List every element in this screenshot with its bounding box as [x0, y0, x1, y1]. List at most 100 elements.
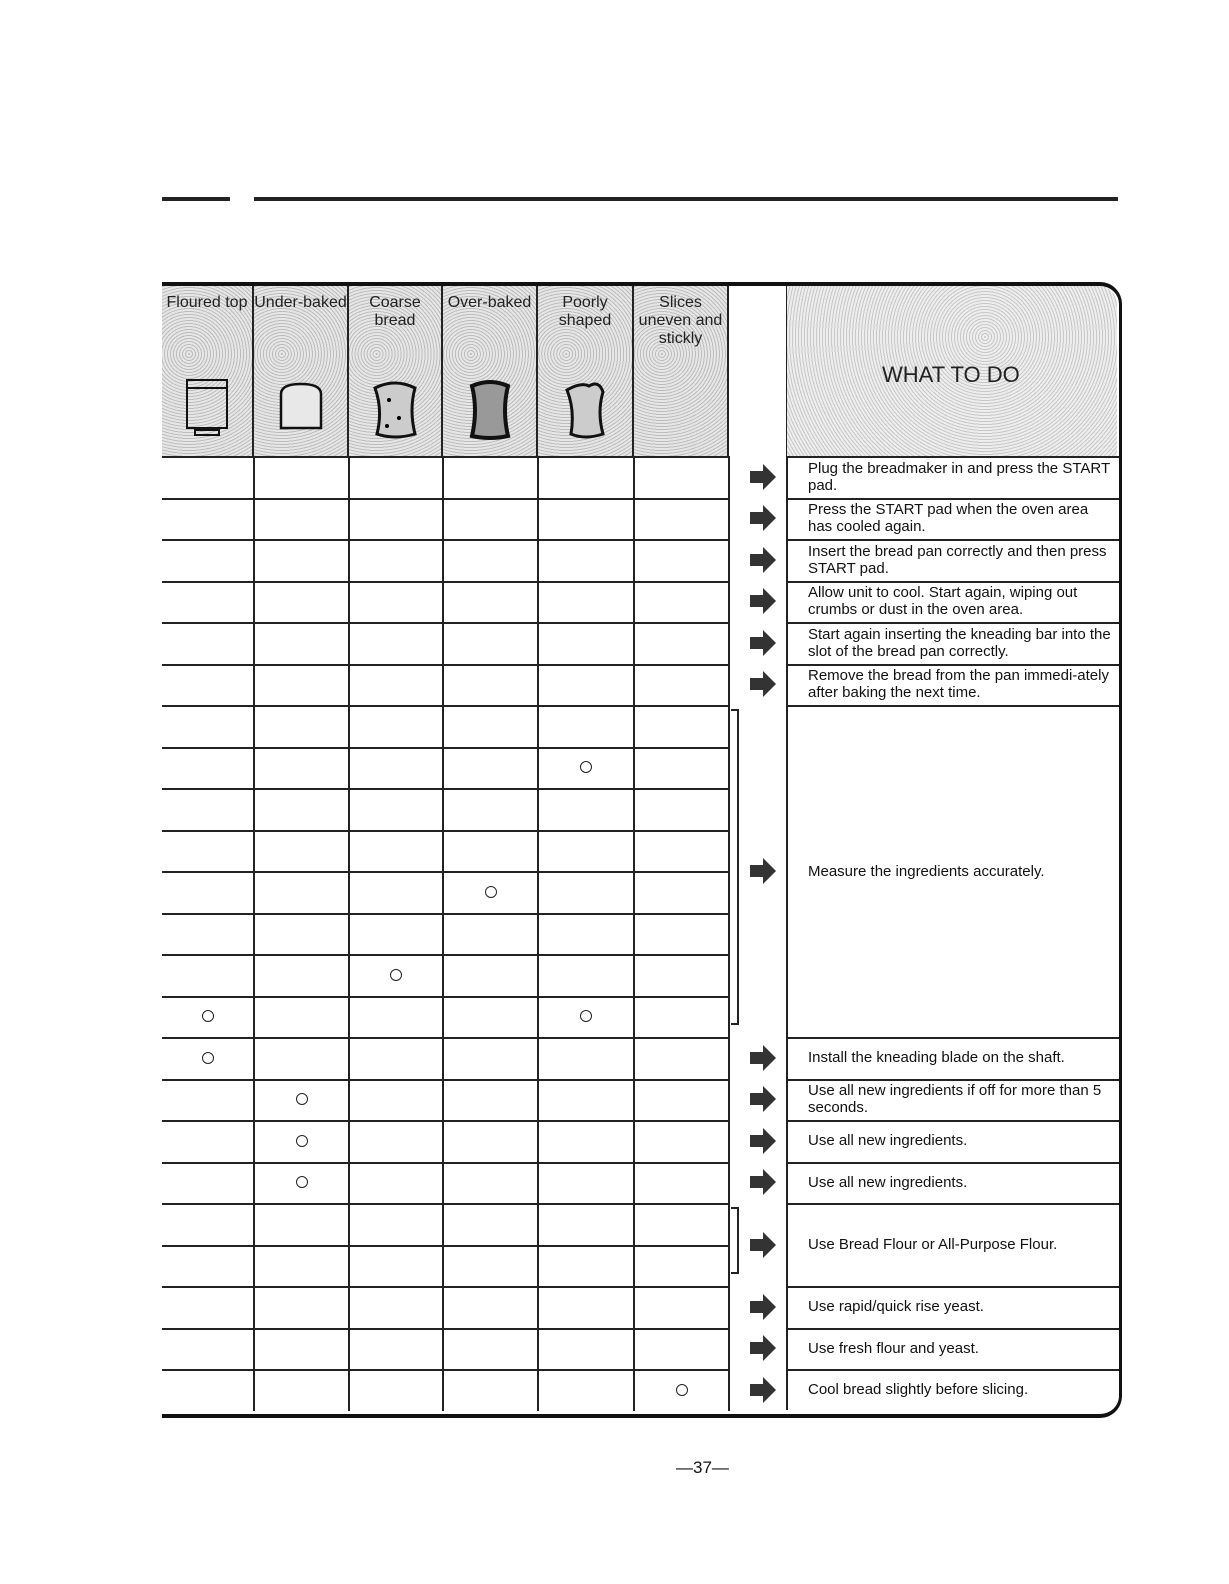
check-mark-circle: [295, 1176, 308, 1189]
row-divider: [162, 1161, 729, 1164]
row-divider: [162, 1203, 729, 1205]
action-divider: [787, 497, 1119, 500]
arrow-icon: [750, 1127, 776, 1154]
arrow-icon: [750, 463, 776, 490]
row-divider: [162, 746, 729, 749]
column-divider: [253, 456, 255, 1411]
action-divider: [787, 1078, 1119, 1081]
action-text: Remove the bread from the pan immedi-ate…: [808, 667, 1109, 702]
column-divider: [633, 456, 635, 1411]
arrow-icon: [750, 629, 776, 656]
action-text: Press the START pad when the oven area h…: [808, 501, 1089, 536]
row-divider: [162, 1327, 729, 1330]
arrow-icon: [750, 671, 776, 698]
column-divider: [537, 456, 539, 1411]
row-divider: [162, 539, 729, 541]
column-header: Coarse bread: [349, 286, 443, 456]
action-divider: [787, 539, 1119, 541]
arrow-icon: [750, 1044, 776, 1071]
action-text: Start again inserting the kneading bar i…: [808, 625, 1111, 660]
action-divider: [787, 1327, 1119, 1330]
action-text: Use all new ingredients if off for more …: [808, 1082, 1102, 1117]
column-header: Poorly shaped: [538, 286, 634, 456]
row-divider: [162, 1078, 729, 1081]
row-divider: [162, 1037, 729, 1039]
arrow-icon: [750, 858, 776, 884]
check-mark-circle: [580, 1010, 592, 1023]
top-rule-right: [254, 197, 1118, 201]
column-header: Floured top: [162, 286, 254, 456]
column-label: Under-baked: [254, 294, 347, 311]
column-divider: [348, 456, 350, 1411]
row-divider: [162, 995, 729, 998]
action-divider: [787, 1203, 1119, 1205]
row-divider: [162, 580, 729, 583]
check-mark-circle: [295, 1093, 308, 1106]
action-text: Use rapid/quick rise yeast.: [808, 1298, 984, 1316]
column-header: Over-baked: [443, 286, 538, 456]
row-divider: [787, 456, 1119, 458]
action-divider: [787, 580, 1119, 583]
row-divider: [162, 456, 729, 458]
column-divider: [786, 286, 788, 1410]
row-divider: [162, 497, 729, 500]
column-divider: [728, 456, 730, 1411]
row-divider: [162, 912, 729, 915]
action-divider: [787, 1037, 1119, 1039]
column-label: Floured top: [166, 294, 248, 311]
check-mark-circle: [390, 968, 402, 981]
action-divider: [787, 622, 1119, 624]
row-divider: [162, 1286, 729, 1288]
action-text: Plug the breadmaker in and press the STA…: [808, 459, 1110, 494]
action-text: Allow unit to cool. Start again, wiping …: [808, 584, 1078, 619]
check-mark-circle: [202, 1051, 214, 1064]
check-mark-circle: [202, 1010, 214, 1023]
action-text: Insert the bread pan correctly and then …: [808, 542, 1107, 577]
row-divider: [162, 663, 729, 666]
column-header: Slices uneven and stickly: [634, 286, 729, 456]
action-text: Measure the ingredients accurately.: [808, 862, 1045, 880]
what-to-do-title: WHAT TO DO: [882, 362, 1020, 387]
what-to-do-header: WHAT TO DO: [787, 286, 1117, 456]
column-divider: [442, 456, 444, 1411]
check-mark-circle: [295, 1134, 308, 1147]
arrow-icon: [750, 1376, 776, 1403]
row-divider: [162, 1369, 729, 1371]
action-text: Install the kneading blade on the shaft.: [808, 1049, 1065, 1067]
row-divider: [162, 954, 729, 956]
action-text: Cool bread slightly before slicing.: [808, 1381, 1029, 1399]
arrow-icon: [750, 1335, 776, 1362]
action-text: Use fresh flour and yeast.: [808, 1339, 979, 1357]
column-label: Slices uneven and stickly: [638, 294, 723, 347]
action-divider: [787, 1369, 1119, 1371]
column-label: Over-baked: [447, 294, 532, 311]
arrow-icon: [750, 588, 776, 615]
top-rule-left: [162, 197, 230, 201]
arrow-icon: [750, 1293, 776, 1320]
page-number: —37—: [676, 1458, 729, 1477]
action-divider: [787, 1120, 1119, 1122]
row-divider: [162, 622, 729, 624]
action-divider: [787, 705, 1119, 707]
arrow-icon: [750, 505, 776, 532]
action-divider: [787, 1161, 1119, 1164]
arrow-icon: [750, 1231, 776, 1258]
row-divider: [162, 1120, 729, 1122]
column-header: Under-baked: [254, 286, 349, 456]
column-label: Coarse bread: [369, 294, 421, 329]
action-text: Use all new ingredients.: [808, 1173, 968, 1191]
check-mark-circle: [675, 1383, 688, 1396]
action-divider: [787, 663, 1119, 666]
row-divider: [162, 705, 729, 707]
action-divider: [787, 1286, 1119, 1288]
check-mark-circle: [580, 761, 592, 774]
group-bracket: [731, 1207, 739, 1274]
column-label: Poorly shaped: [558, 294, 612, 329]
row-divider: [162, 829, 729, 832]
row-divider: [162, 871, 729, 873]
group-bracket: [731, 709, 739, 1025]
arrow-icon: [750, 1086, 776, 1113]
action-text: Use Bread Flour or All-Purpose Flour.: [808, 1236, 1058, 1253]
arrow-icon: [750, 1169, 776, 1196]
troubleshooting-table: [162, 282, 1122, 1418]
